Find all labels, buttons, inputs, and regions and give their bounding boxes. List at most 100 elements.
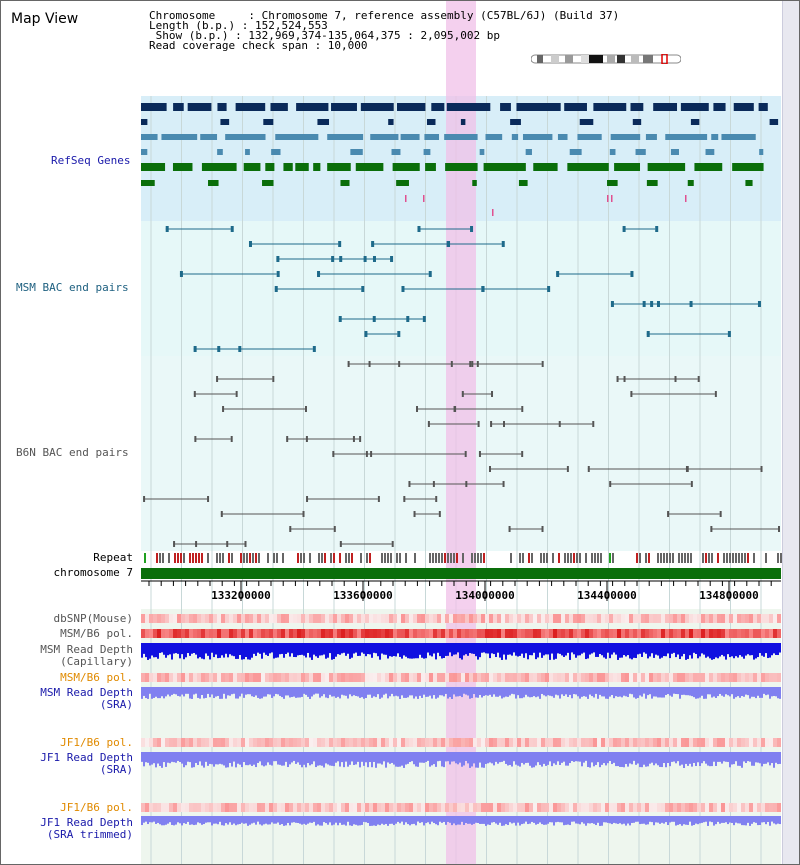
read-depth-bar: [665, 816, 667, 823]
gene-exon: [607, 180, 618, 186]
read-depth-bar: [187, 687, 189, 694]
track-label-msm-bac[interactable]: MSM BAC end pairs: [16, 281, 129, 294]
polymorphism-cell: [145, 738, 149, 747]
read-depth-bar: [439, 752, 441, 761]
polymorphism-cell: [749, 673, 753, 682]
read-depth-bar: [545, 752, 547, 766]
polymorphism-cell: [437, 673, 441, 682]
read-depth-bar: [319, 816, 321, 826]
polymorphism-cell: [577, 629, 581, 638]
read-depth-bar: [183, 643, 185, 660]
polymorphism-cell: [405, 673, 409, 682]
vertical-scrollbar[interactable]: [782, 1, 799, 864]
gene-exon: [423, 149, 431, 155]
polymorphism-cell: [721, 738, 725, 747]
polymorphism-cell: [333, 629, 337, 638]
read-depth-bar: [539, 687, 541, 699]
polymorphism-cell: [669, 738, 673, 747]
polymorphism-cell: [145, 803, 149, 812]
read-depth-bar: [619, 752, 621, 767]
read-depth-bar: [779, 816, 781, 825]
read-depth-bar: [669, 816, 671, 823]
read-depth-bar: [295, 687, 297, 698]
read-depth-bar: [567, 643, 569, 653]
read-depth-bar: [707, 816, 709, 826]
polymorphism-cell: [629, 673, 633, 682]
bac-end: [422, 316, 426, 322]
polymorphism-cell: [657, 738, 661, 747]
polymorphism-cell: [209, 673, 213, 682]
read-depth-bar: [507, 816, 509, 826]
read-depth-bar: [635, 687, 637, 699]
polymorphism-cell: [241, 738, 245, 747]
read-depth-bar: [363, 816, 365, 822]
read-depth-bar: [575, 752, 577, 762]
polymorphism-cell: [297, 803, 301, 812]
read-depth-bar: [339, 643, 341, 655]
polymorphism-cell: [345, 614, 349, 623]
read-depth-bar: [353, 687, 355, 696]
read-depth-bar: [313, 687, 315, 695]
polymorphism-cell: [765, 803, 769, 812]
read-depth-bar: [547, 687, 549, 696]
read-depth-bar: [719, 687, 721, 694]
read-depth-bar: [235, 687, 237, 699]
read-depth-bar: [531, 816, 533, 822]
read-depth-bar: [695, 643, 697, 655]
read-depth-bar: [657, 643, 659, 656]
polymorphism-cell: [545, 673, 549, 682]
polymorphism-cell: [321, 629, 325, 638]
polymorphism-cell: [201, 629, 205, 638]
polymorphism-cell: [309, 629, 313, 638]
read-depth-bar: [315, 643, 317, 657]
polymorphism-cell: [677, 738, 681, 747]
repeat-element: [543, 553, 545, 563]
read-depth-bar: [229, 816, 231, 823]
read-depth-bar: [453, 816, 455, 824]
chromosome-ideogram[interactable]: [531, 54, 681, 64]
read-depth-bar: [327, 643, 329, 658]
read-depth-bar: [147, 752, 149, 763]
read-depth-bar: [553, 816, 555, 826]
read-depth-bar: [397, 816, 399, 822]
read-depth-bar: [377, 816, 379, 825]
polymorphism-cell: [349, 629, 353, 638]
read-depth-bar: [739, 816, 741, 824]
read-depth-bar: [631, 687, 633, 695]
polymorphism-cell: [673, 803, 677, 812]
repeat-element: [339, 553, 341, 563]
read-depth-bar: [745, 816, 747, 826]
polymorphism-cell: [757, 629, 761, 638]
read-depth-bar: [521, 687, 523, 699]
polymorphism-cell: [401, 738, 405, 747]
polymorphism-cell: [689, 738, 693, 747]
repeat-element: [558, 553, 560, 563]
polymorphism-cell: [481, 629, 485, 638]
repeat-element: [612, 553, 614, 563]
read-depth-bar: [527, 816, 529, 825]
read-depth-bar: [293, 643, 295, 658]
read-depth-bar: [381, 816, 383, 824]
read-depth-bar: [549, 752, 551, 762]
read-depth-bar: [369, 643, 371, 655]
polymorphism-cell: [529, 738, 533, 747]
polymorphism-cell: [213, 738, 217, 747]
read-depth-bar: [739, 687, 741, 698]
page-title: Map View: [11, 11, 79, 27]
read-depth-bar: [371, 816, 373, 826]
track-label-refseq-genes[interactable]: RefSeq Genes: [51, 154, 131, 167]
polymorphism-cell: [537, 803, 541, 812]
read-depth-bar: [619, 643, 621, 658]
bac-end: [464, 451, 467, 457]
repeat-element: [324, 553, 326, 563]
read-depth-bar: [191, 752, 193, 768]
read-depth-bar: [679, 816, 681, 825]
read-depth-bar: [707, 643, 709, 657]
read-depth-bar: [725, 816, 727, 823]
track-label-b6n-bac[interactable]: B6N BAC end pairs: [16, 446, 129, 459]
polymorphism-cell: [341, 738, 345, 747]
polymorphism-cell: [493, 738, 497, 747]
read-depth-bar: [597, 643, 599, 657]
polymorphism-cell: [717, 614, 721, 623]
